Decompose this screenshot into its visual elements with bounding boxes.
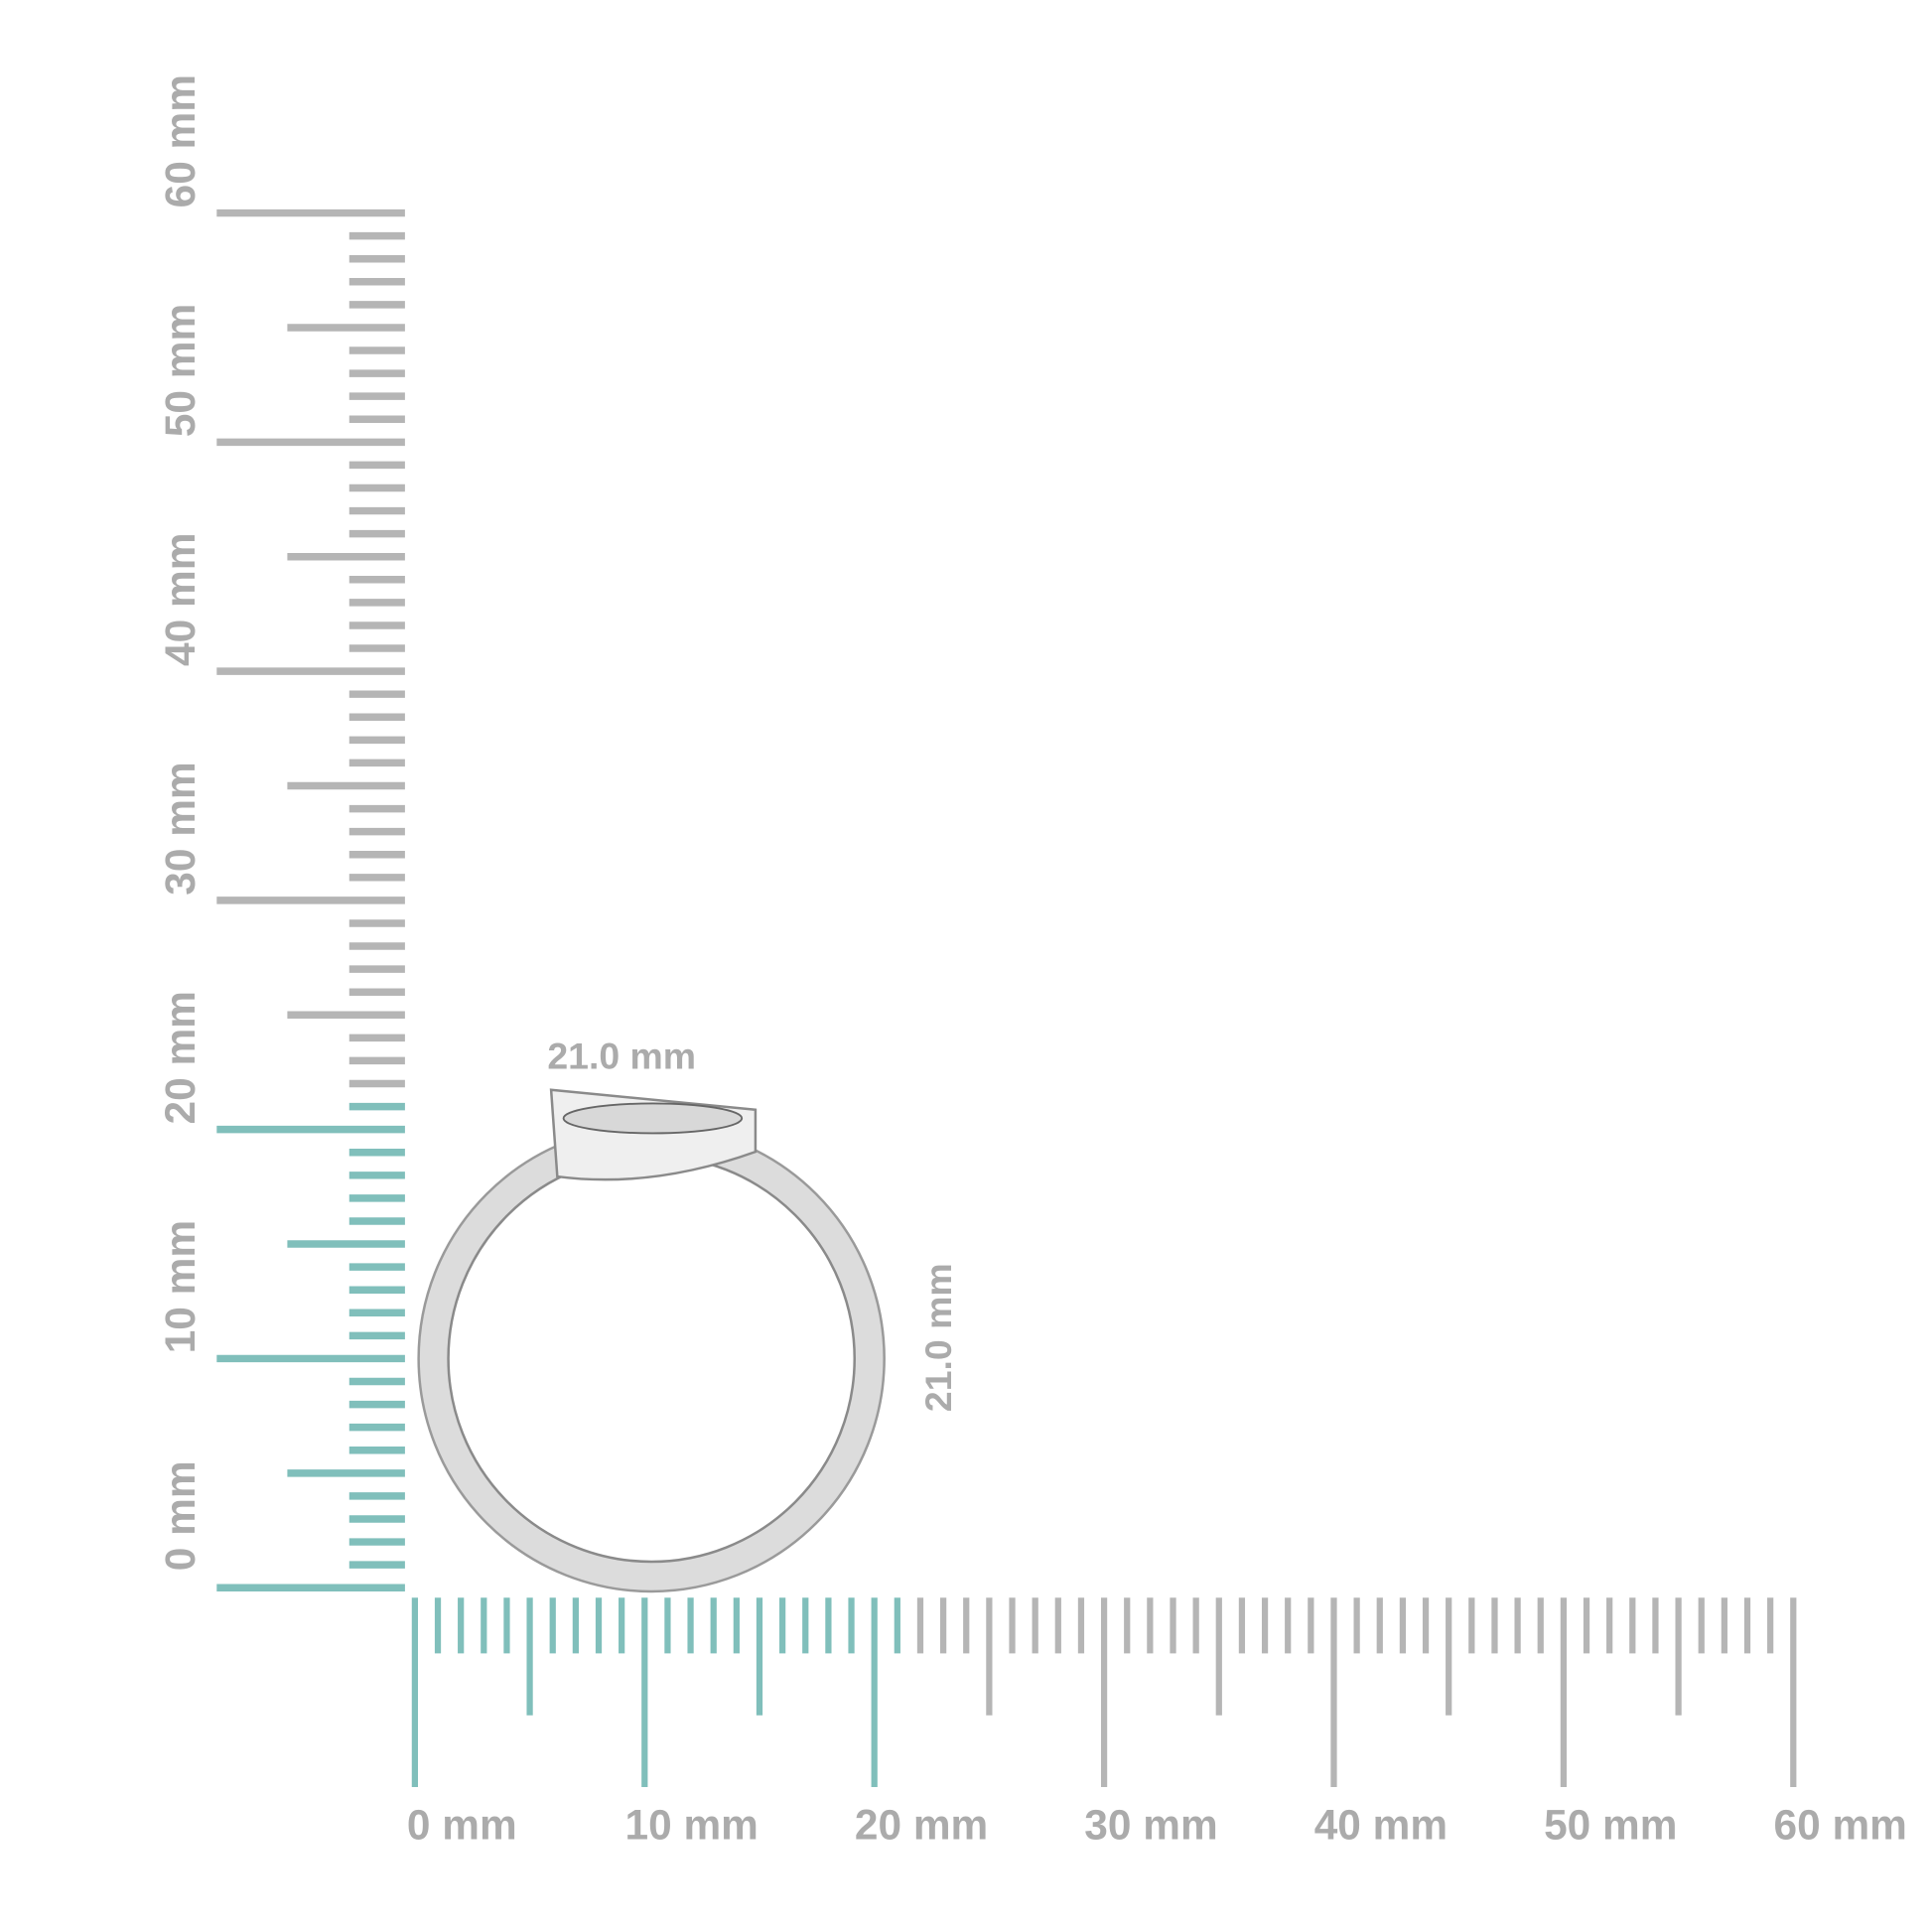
ring [417,1088,886,1593]
y-ruler-label: 60 mm [157,74,204,207]
y-ruler-label: 20 mm [157,991,204,1124]
ring-inner-edge [447,1154,856,1564]
x-ruler-label: 50 mm [1544,1801,1677,1848]
x-ruler-label: 30 mm [1084,1801,1217,1848]
height-measure: 21.0 mm [917,1263,959,1412]
x-ruler-label: 20 mm [855,1801,988,1848]
y-ruler-label: 40 mm [157,533,204,666]
y-ruler-label: 30 mm [157,761,204,895]
y-ruler-label: 0 mm [157,1460,204,1571]
rulers: 0 mm 10 mm 20 mm 30 mm 40 mm 50 mm 60 mm 0 mm 10… [157,74,1907,1848]
y-ruler-label: 50 mm [157,304,204,437]
x-ruler-label: 0 mm [407,1801,517,1848]
ring-band [418,1125,885,1591]
x-ruler-label: 10 mm [625,1801,759,1848]
y-ruler-label: 10 mm [157,1220,204,1353]
x-ruler-label: 60 mm [1774,1801,1907,1848]
x-ruler-label: 40 mm [1314,1801,1448,1848]
diamond-cluster [562,1102,744,1135]
width-measure: 21.0 mm [547,1035,696,1076]
